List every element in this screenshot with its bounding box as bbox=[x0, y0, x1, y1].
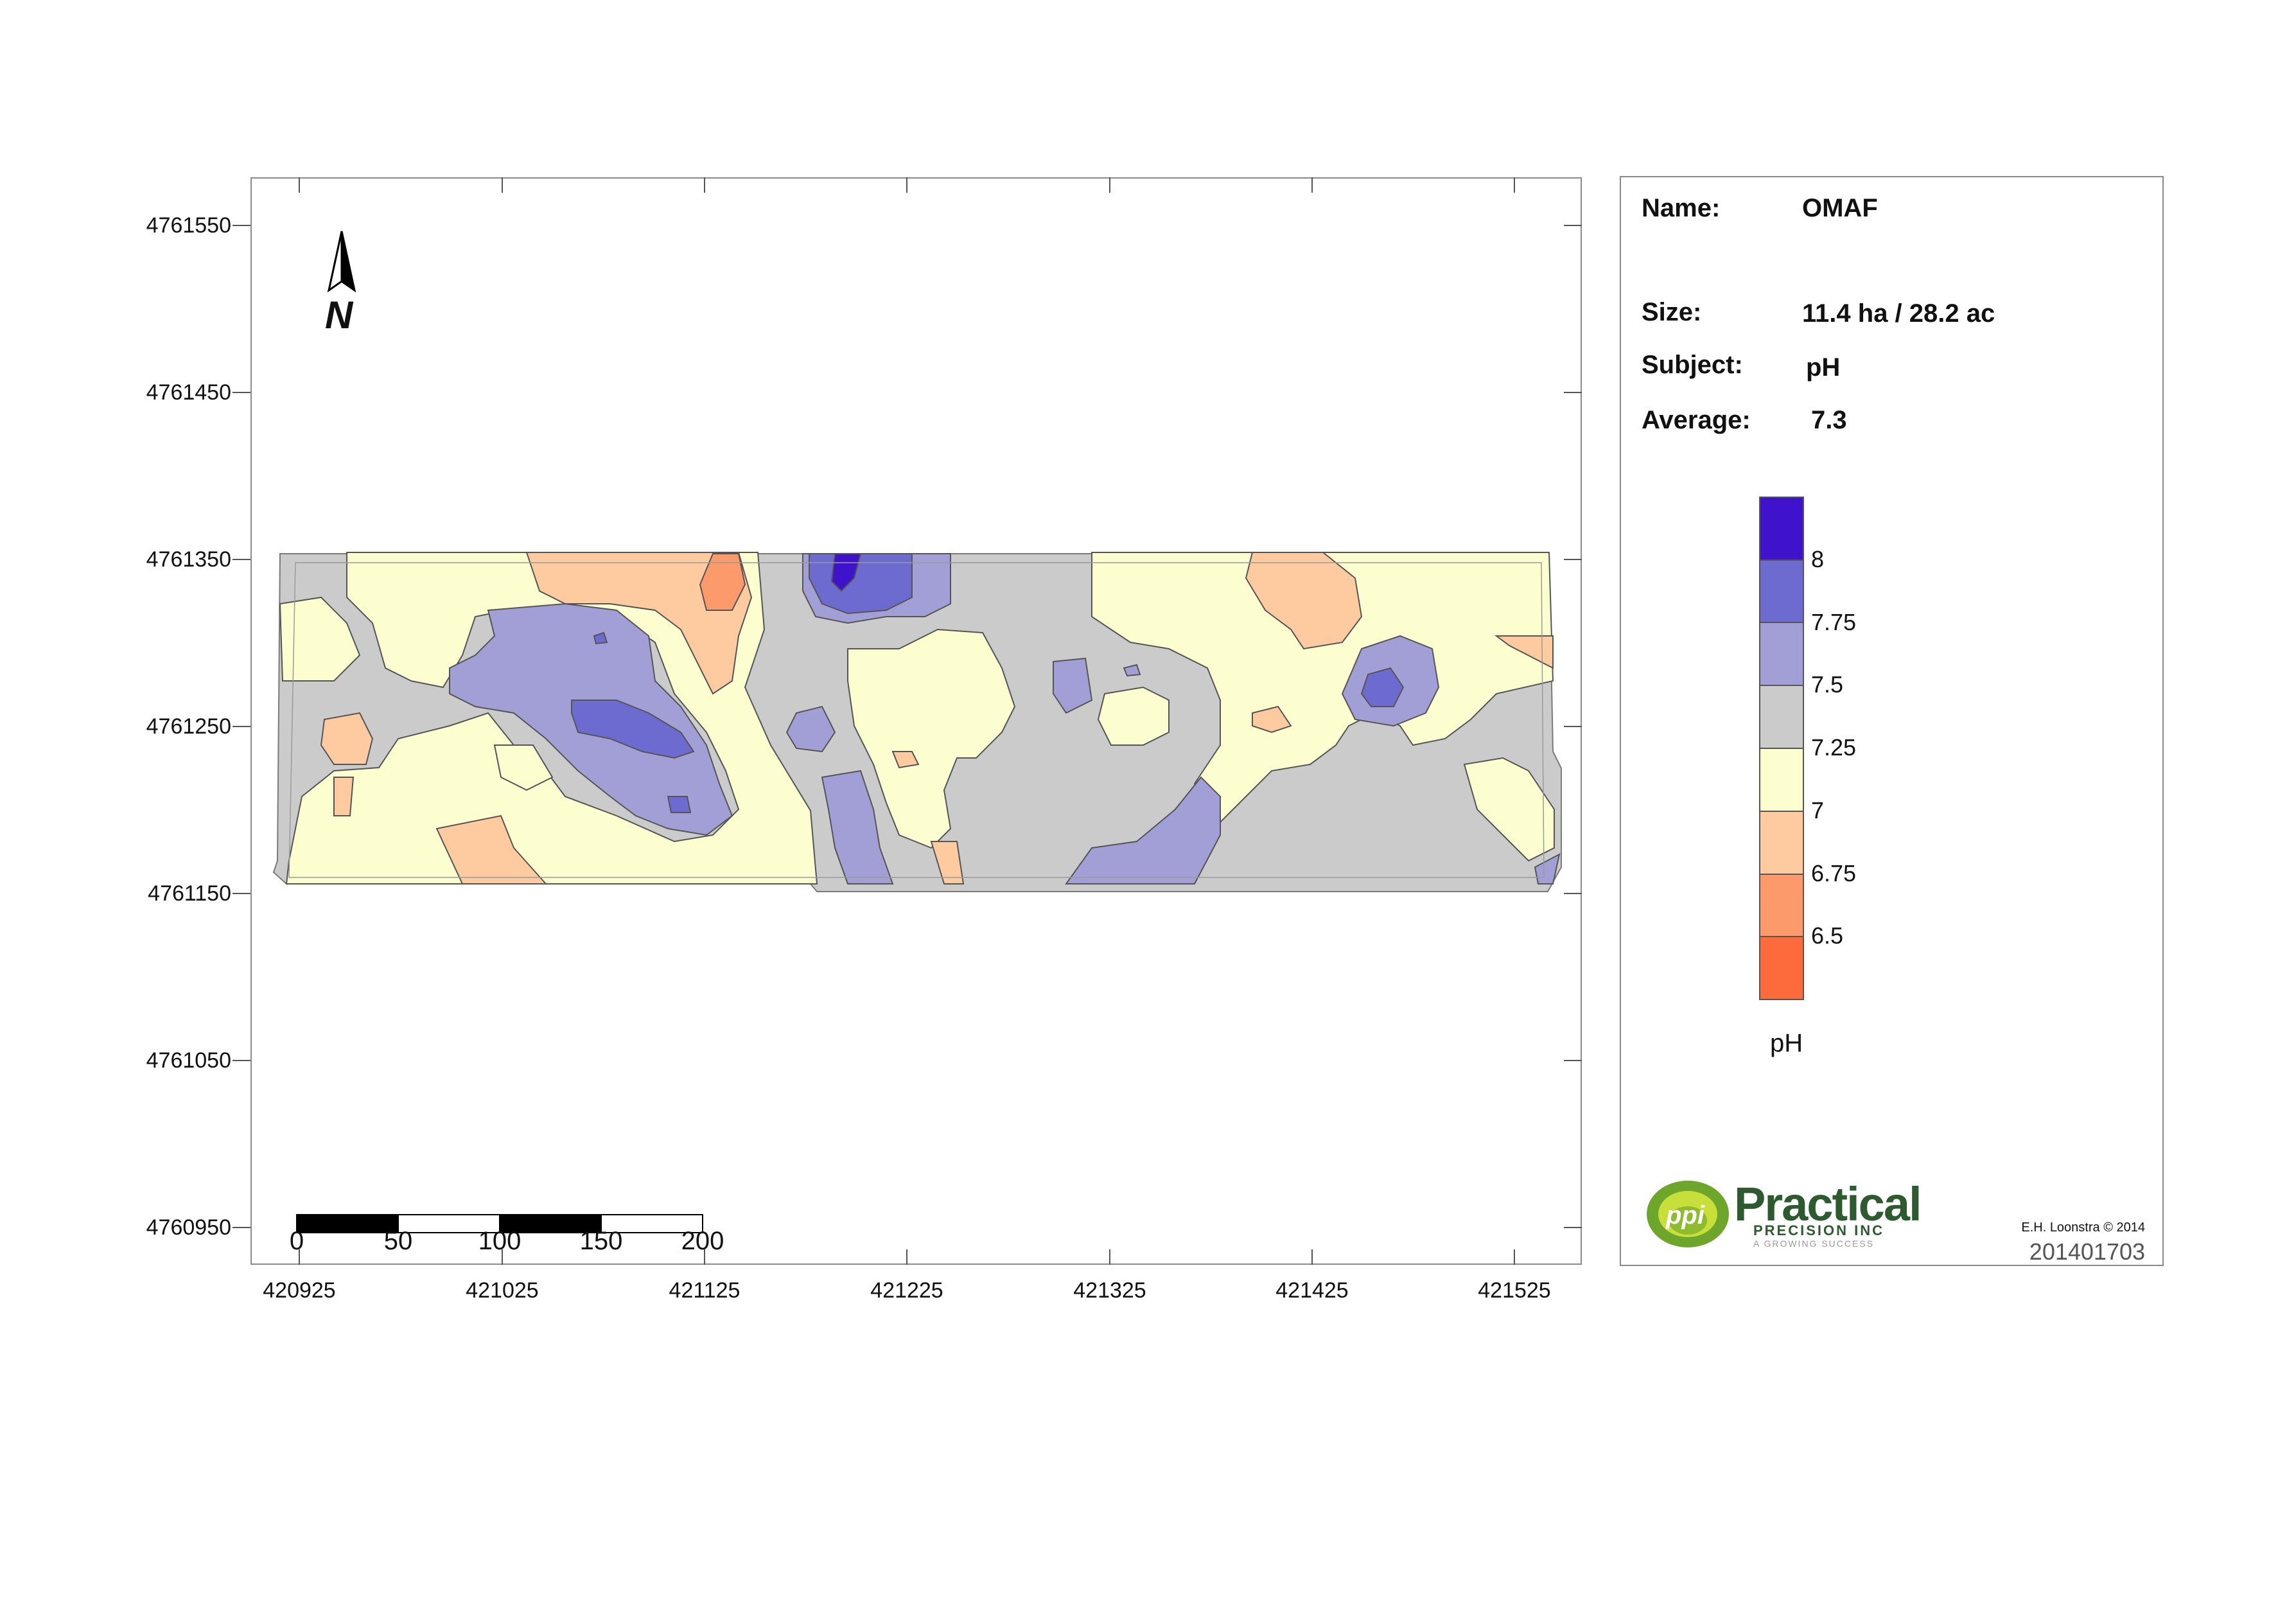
legend-break-label: 8 bbox=[1811, 546, 1825, 572]
y-tick-label: 4761550 bbox=[146, 213, 231, 238]
legend-break-label: 7.25 bbox=[1811, 734, 1857, 761]
x-axis-ticks bbox=[299, 177, 1515, 1265]
y-tick-label: 4761350 bbox=[146, 547, 231, 572]
size-label: Size: bbox=[1642, 298, 1702, 326]
legend-break-label: 7.75 bbox=[1811, 609, 1857, 635]
name-value: OMAF bbox=[1802, 194, 1878, 222]
ppi-logo-mark: ppi bbox=[1666, 1201, 1704, 1229]
north-label: N bbox=[325, 294, 353, 337]
x-tick-label: 421025 bbox=[466, 1278, 539, 1303]
x-tick-label: 421425 bbox=[1275, 1278, 1349, 1303]
x-tick-label: 421225 bbox=[870, 1278, 943, 1303]
scale-bar-label: 100 bbox=[478, 1227, 521, 1255]
ph-zone-6.75-to-7 bbox=[320, 552, 1554, 885]
y-axis-ticks bbox=[232, 225, 1582, 1228]
scale-bar-label: 200 bbox=[681, 1227, 724, 1255]
scale-bar-label: 150 bbox=[579, 1227, 623, 1255]
subject-value: pH bbox=[1806, 353, 1841, 382]
y-tick-label: 4761050 bbox=[146, 1048, 231, 1073]
legend-break-label: 7.5 bbox=[1811, 671, 1844, 698]
y-tick-label: 4761250 bbox=[146, 714, 231, 739]
scale-bar bbox=[296, 1214, 703, 1233]
subject-label: Subject: bbox=[1642, 351, 1743, 379]
legend-break-label: 6.75 bbox=[1811, 860, 1857, 886]
name-label: Name: bbox=[1642, 194, 1721, 222]
y-tick-label: 4761150 bbox=[148, 881, 231, 906]
credit-text: E.H. Loonstra © 2014 bbox=[2021, 1220, 2145, 1235]
ppi-logo-icon bbox=[1647, 1181, 1729, 1247]
average-label: Average: bbox=[1642, 406, 1751, 434]
logo-tagline: A GROWING SUCCESS bbox=[1753, 1238, 1875, 1249]
x-tick-label: 421325 bbox=[1073, 1278, 1146, 1303]
y-tick-label: 4761450 bbox=[146, 380, 231, 405]
scale-bar-label: 50 bbox=[383, 1227, 413, 1255]
north-arrow-icon bbox=[327, 231, 356, 293]
document-code: 201401703 bbox=[2029, 1238, 2145, 1265]
size-value: 11.4 ha / 28.2 ac bbox=[1802, 299, 1995, 328]
logo-subtitle: PRECISION INC bbox=[1753, 1222, 1885, 1238]
field-inner-outline bbox=[288, 562, 1545, 878]
ph-zone-6.5-to-6.75 bbox=[699, 553, 746, 611]
info-panel bbox=[1620, 176, 2164, 1266]
x-tick-label: 420925 bbox=[263, 1278, 336, 1303]
x-tick-label: 421525 bbox=[1478, 1278, 1551, 1303]
map-frame bbox=[250, 177, 1582, 1265]
average-value: 7.3 bbox=[1811, 406, 1847, 434]
legend-title: pH bbox=[1770, 1029, 1803, 1057]
y-tick-label: 4760950 bbox=[146, 1215, 231, 1240]
x-tick-label: 421125 bbox=[669, 1278, 741, 1303]
legend-break-label: 6.5 bbox=[1811, 922, 1844, 949]
legend-break-label: 7 bbox=[1811, 797, 1825, 823]
scale-bar-label: 0 bbox=[289, 1227, 304, 1255]
legend-color-bar bbox=[1759, 497, 1804, 1000]
logo-name: Practical bbox=[1734, 1177, 1922, 1231]
